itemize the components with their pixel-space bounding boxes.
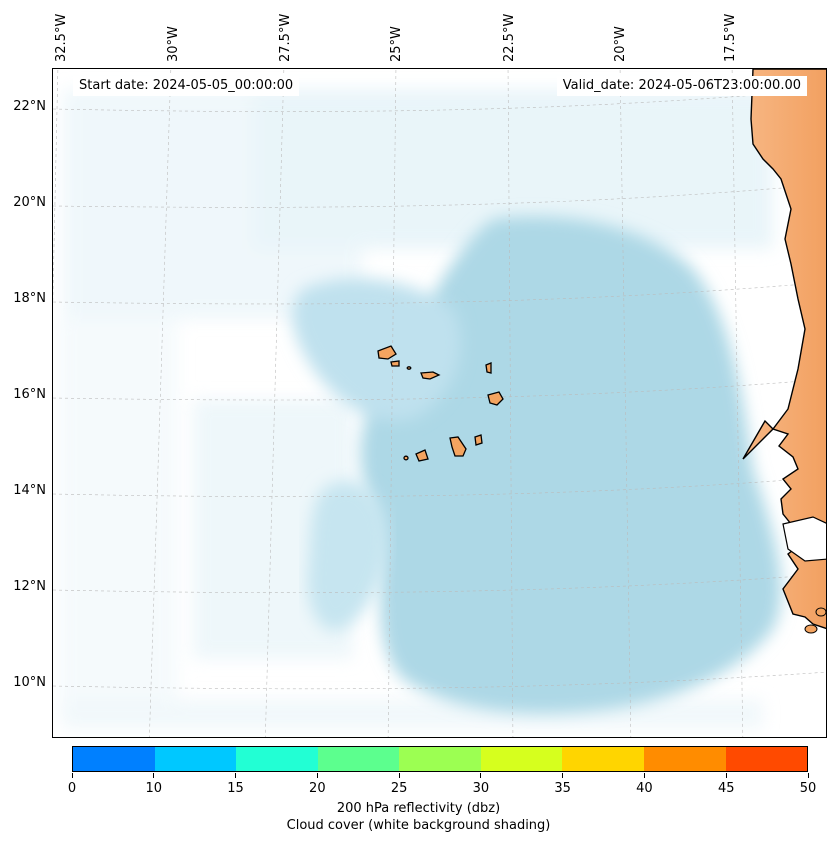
graticule bbox=[53, 69, 826, 737]
colorbar-tick bbox=[316, 773, 318, 778]
latitude-label: 12°N bbox=[13, 579, 46, 594]
colorbar-tick-label: 50 bbox=[799, 781, 817, 796]
colorbar-segment bbox=[154, 747, 237, 771]
colorbar-tick bbox=[643, 773, 645, 778]
map-canvas bbox=[53, 69, 826, 737]
latitude-label: 10°N bbox=[13, 675, 46, 690]
colorbar-tick-label: 15 bbox=[227, 781, 244, 796]
longitude-label: 27.5°W bbox=[278, 13, 293, 62]
colorbar-tick bbox=[725, 773, 727, 778]
colorbar-tick bbox=[398, 773, 400, 778]
colorbar-tick-label: 40 bbox=[636, 781, 653, 796]
start-date-label: Start date: 2024-05-05_00:00:00 bbox=[73, 76, 300, 96]
valid-date-label: Valid_date: 2024-05-06T23:00:00.00 bbox=[556, 76, 807, 96]
longitude-label: 22.5°W bbox=[502, 13, 517, 62]
colorbar-tick-label: 10 bbox=[145, 781, 163, 796]
longitude-label: 32.5°W bbox=[54, 13, 69, 62]
colorbar bbox=[72, 746, 808, 772]
colorbar-segment bbox=[480, 747, 563, 771]
cloud-mass bbox=[360, 216, 782, 714]
colorbar-segment bbox=[317, 747, 400, 771]
longitude-label: 25°W bbox=[389, 26, 404, 62]
latitude-label: 16°N bbox=[13, 387, 46, 402]
colorbar-label: 200 hPa reflectivity (dbz) bbox=[336, 801, 501, 816]
colorbar-tick-label: 0 bbox=[67, 781, 77, 796]
colorbar-tick-label: 45 bbox=[717, 781, 735, 796]
latitude-label: 18°N bbox=[13, 291, 46, 306]
colorbar-tick bbox=[562, 773, 564, 778]
colorbar-segment bbox=[643, 747, 726, 771]
cloud-band bbox=[292, 278, 461, 421]
colorbar-tick-label: 20 bbox=[309, 781, 326, 796]
colorbar-segment bbox=[73, 747, 155, 771]
longitude-label: 30°W bbox=[166, 26, 181, 62]
longitude-label: 17.5°W bbox=[723, 13, 738, 62]
coast-inlet bbox=[782, 516, 826, 562]
latitude-label: 14°N bbox=[13, 483, 46, 498]
colorbar-segment bbox=[399, 747, 481, 771]
map-panel bbox=[52, 68, 827, 738]
cape-verde-islands bbox=[377, 345, 504, 462]
cloud-south bbox=[307, 481, 389, 631]
colorbar-tick bbox=[480, 773, 482, 778]
africa-land bbox=[742, 69, 826, 630]
colorbar-tick-label: 35 bbox=[554, 781, 571, 796]
colorbar-tick bbox=[235, 773, 237, 778]
colorbar-segment bbox=[562, 747, 644, 771]
latitude-label: 20°N bbox=[13, 195, 46, 210]
colorbar-segment bbox=[236, 747, 318, 771]
longitude-label: 20°W bbox=[613, 26, 628, 62]
colorbar-tick bbox=[807, 773, 809, 778]
colorbar-tick-label: 30 bbox=[472, 781, 490, 796]
colorbar-sublabel: Cloud cover (white background shading) bbox=[286, 818, 551, 833]
latitude-label: 22°N bbox=[13, 99, 46, 114]
colorbar-tick bbox=[153, 773, 155, 778]
colorbar-tick bbox=[71, 773, 73, 778]
colorbar-tick-label: 25 bbox=[390, 781, 408, 796]
bijagos-islands bbox=[804, 607, 826, 634]
colorbar-segment bbox=[725, 747, 808, 771]
cloud-haze bbox=[58, 89, 773, 729]
